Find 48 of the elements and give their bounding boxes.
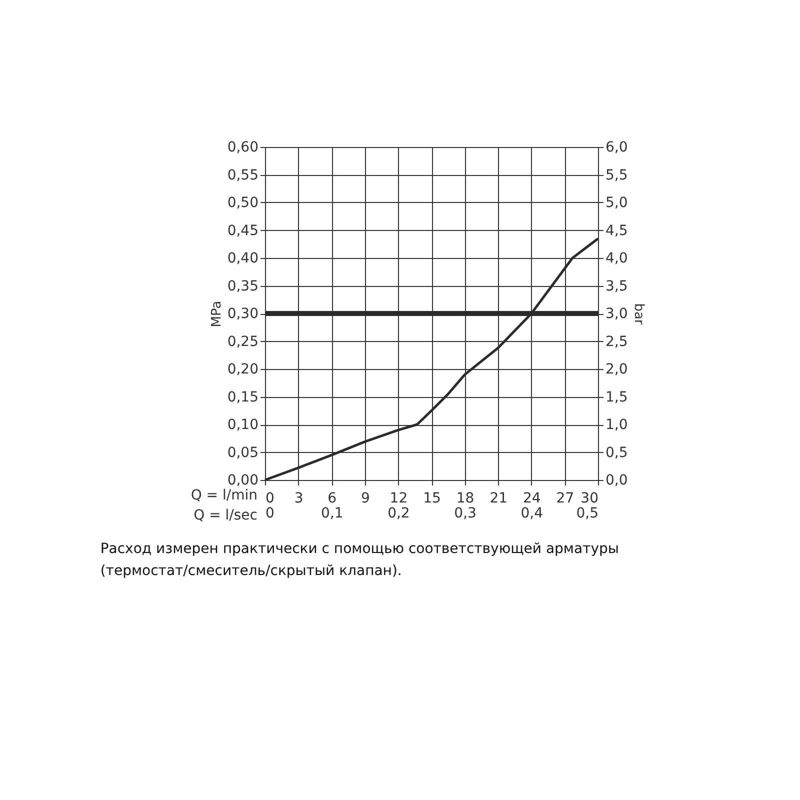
y-tick-label: 0,20 xyxy=(227,362,258,378)
x-tick-label: 18 xyxy=(456,490,474,506)
x2-tick-label: 0,5 xyxy=(576,506,598,522)
x2-tick-label: 0,3 xyxy=(454,506,476,522)
y-tick-label: 0,50 xyxy=(227,195,258,211)
y2-tick-label: 3,0 xyxy=(606,306,628,322)
x-axis-title: Q = l/min xyxy=(190,488,258,504)
y-tick-label: 0,40 xyxy=(227,250,258,266)
x-tick-label: 12 xyxy=(390,490,408,506)
y-tick-label: 0,00 xyxy=(227,472,258,488)
y2-tick-label: 4,0 xyxy=(606,250,628,266)
y2-tick-label: 0,0 xyxy=(606,472,628,488)
y-tick-label: 0,05 xyxy=(227,444,258,461)
x2-tick-label: 0,2 xyxy=(388,506,410,522)
x2-tick-label: 0 xyxy=(266,506,274,522)
x2-axis-title: Q = l/sec xyxy=(194,508,258,524)
y2-tick-label: 5,0 xyxy=(606,195,628,211)
x-tick-label: 3 xyxy=(294,490,304,506)
y-tick-label: 0,45 xyxy=(227,222,258,239)
y2-tick-label: 2,0 xyxy=(606,362,628,378)
x-tick-label: 24 xyxy=(522,490,541,506)
y2-tick-label: 0,5 xyxy=(606,444,628,461)
x-tick-label: 9 xyxy=(360,490,370,506)
y2-tick-label: 6,0 xyxy=(606,140,628,156)
y-tick-label: 0,55 xyxy=(227,167,258,184)
y-tick-label: 0,35 xyxy=(227,278,258,294)
y2-tick-label: 5,5 xyxy=(606,167,628,184)
y2-tick-label: 3,5 xyxy=(606,278,628,294)
y2-axis-title: bar xyxy=(630,303,646,326)
x-tick-label: 21 xyxy=(490,490,508,506)
x2-tick-label: 0,1 xyxy=(320,506,344,522)
x-tick-label: 27 xyxy=(556,490,574,506)
text: Расход измерен практически с помощью соответствующей арматуры (термостат/смеситель/скрытый клапан). xyxy=(100,541,619,579)
y2-tick-label: 4,5 xyxy=(606,222,628,239)
y2-tick-label: 1,5 xyxy=(606,389,628,406)
x-tick-label: 6 xyxy=(328,490,337,506)
x2-tick-label: 0,4 xyxy=(520,506,544,522)
x-tick-label: 15 xyxy=(423,490,441,506)
y-tick-label: 0,60 xyxy=(227,140,258,156)
y-axis-title: MPa xyxy=(209,300,224,328)
x-tick-label: 30 xyxy=(580,490,598,506)
y-tick-label: 0,30 xyxy=(227,306,258,322)
y2-tick-label: 1,0 xyxy=(606,417,628,433)
x-tick-label: 0 xyxy=(266,490,274,506)
y-tick-label: 0,15 xyxy=(227,389,258,406)
y-tick-label: 0,10 xyxy=(227,417,258,433)
y-tick-label: 0,25 xyxy=(227,334,258,350)
y2-tick-label: 2,5 xyxy=(606,334,628,350)
